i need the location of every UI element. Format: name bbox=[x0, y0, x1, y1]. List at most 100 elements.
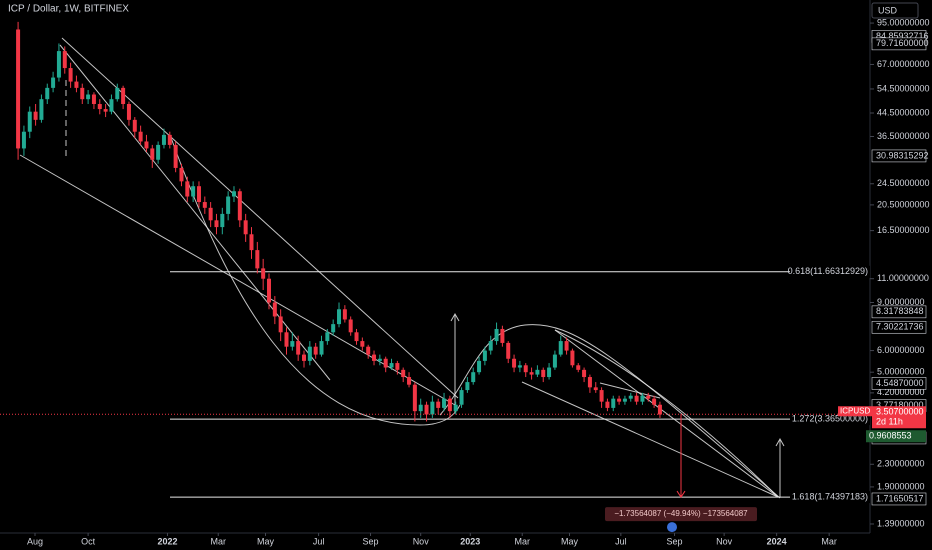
candle-body bbox=[185, 181, 190, 197]
currency-label: USD bbox=[878, 5, 898, 15]
y-tick-label: 1.39000000 bbox=[877, 518, 925, 528]
candle-body bbox=[45, 87, 50, 100]
candle-body bbox=[138, 131, 143, 142]
candle-body bbox=[412, 384, 417, 412]
candle-body bbox=[62, 51, 67, 69]
candle-body bbox=[132, 119, 137, 132]
indicator-badge bbox=[866, 430, 926, 443]
price-label: 7.30221736 bbox=[876, 322, 924, 332]
price-badge-value: 3.50700000 bbox=[876, 407, 924, 417]
candle-body bbox=[564, 341, 569, 351]
candle-body bbox=[541, 369, 546, 378]
candle-body bbox=[646, 395, 651, 399]
candle-body bbox=[430, 401, 435, 415]
flag-icon bbox=[667, 522, 677, 533]
candle-body bbox=[56, 51, 61, 78]
candle-body bbox=[86, 94, 91, 100]
y-tick-label: 54.50000000 bbox=[877, 83, 930, 93]
x-tick-label: Jul bbox=[313, 536, 325, 546]
x-tick-label: May bbox=[561, 536, 579, 546]
candle-body bbox=[121, 87, 126, 105]
candle-body bbox=[605, 401, 610, 408]
price-badge-symbol: ICPUSD bbox=[840, 406, 870, 415]
price-badge bbox=[872, 406, 926, 429]
candle-body bbox=[488, 341, 493, 351]
price-label-bg bbox=[871, 320, 927, 334]
candle-body bbox=[150, 148, 155, 160]
candle-body bbox=[319, 341, 324, 355]
candle-body bbox=[266, 278, 271, 303]
candle-body bbox=[39, 99, 44, 120]
candle-body bbox=[652, 398, 657, 405]
candle-body bbox=[657, 404, 662, 415]
y-tick-label: 2.30000000 bbox=[877, 459, 925, 469]
fan-line bbox=[521, 381, 779, 498]
candle-body bbox=[173, 144, 178, 168]
candle-body bbox=[202, 202, 207, 208]
x-tick-label: May bbox=[257, 536, 275, 546]
candle-body bbox=[535, 369, 540, 375]
fib-label: 0.618(11.66312929) bbox=[788, 266, 868, 276]
x-tick-label: Mar bbox=[821, 536, 837, 546]
candle-body bbox=[447, 398, 452, 412]
candle-body bbox=[331, 324, 336, 333]
price-label-bg bbox=[871, 149, 927, 163]
candle-body bbox=[342, 309, 347, 320]
candle-body bbox=[372, 354, 377, 361]
candle-body bbox=[494, 328, 499, 342]
fib-label-bg bbox=[790, 491, 870, 504]
fib-label-bg bbox=[790, 265, 870, 278]
price-label-bg bbox=[871, 377, 927, 390]
candle-body bbox=[436, 401, 441, 408]
candle-body bbox=[547, 367, 552, 378]
x-tick-label: Nov bbox=[716, 536, 733, 546]
currency-button[interactable] bbox=[871, 2, 919, 19]
candle-body bbox=[465, 382, 470, 391]
y-tick-label: 6.00000000 bbox=[877, 345, 925, 355]
candle-body bbox=[214, 220, 219, 228]
y-tick-label: 36.50000000 bbox=[877, 131, 930, 141]
x-tick-label: Mar bbox=[210, 536, 226, 546]
candle-body bbox=[97, 104, 102, 110]
price-label-bg bbox=[871, 305, 927, 319]
candle-body bbox=[126, 104, 131, 120]
price-label: 1.71650517 bbox=[876, 493, 924, 503]
candle-body bbox=[599, 390, 604, 402]
candle-body bbox=[582, 369, 587, 378]
candle-body bbox=[377, 358, 382, 361]
candle-body bbox=[115, 87, 120, 100]
candle-body bbox=[51, 77, 56, 88]
y-tick-label: 16.50000000 bbox=[877, 225, 930, 235]
candle-body bbox=[27, 111, 32, 132]
x-tick-label: 2022 bbox=[157, 536, 177, 546]
candle-body bbox=[576, 365, 581, 370]
y-tick-label: 4.20000000 bbox=[877, 387, 925, 397]
candle-body bbox=[296, 341, 301, 355]
chart-title: ICP / Dollar, 1W, BITFINEX bbox=[8, 4, 129, 15]
candle-body bbox=[68, 68, 73, 82]
candle-body bbox=[366, 346, 371, 355]
candle-body bbox=[231, 191, 236, 197]
candle-body bbox=[523, 365, 528, 373]
candle-body bbox=[261, 268, 266, 279]
candle-body bbox=[167, 134, 172, 145]
candle-body bbox=[500, 328, 505, 343]
measure-arrow bbox=[676, 490, 686, 498]
candle-body bbox=[74, 81, 79, 88]
price-label: 84.85932716 bbox=[876, 31, 929, 41]
fib-label: 1.618(1.74397183) bbox=[792, 491, 868, 501]
candle-body bbox=[517, 365, 522, 368]
x-tick-label: 2024 bbox=[767, 536, 787, 546]
measure-bg bbox=[605, 507, 757, 522]
candle-body bbox=[418, 404, 423, 412]
candle-body bbox=[337, 309, 342, 325]
candle-body bbox=[208, 207, 213, 221]
fan-line bbox=[599, 382, 661, 399]
x-tick-label: Mar bbox=[514, 536, 530, 546]
candle-body bbox=[593, 387, 598, 391]
candle-body bbox=[477, 360, 482, 373]
candle-body bbox=[471, 372, 476, 383]
candle-body bbox=[552, 354, 557, 368]
candle-body bbox=[144, 141, 149, 149]
